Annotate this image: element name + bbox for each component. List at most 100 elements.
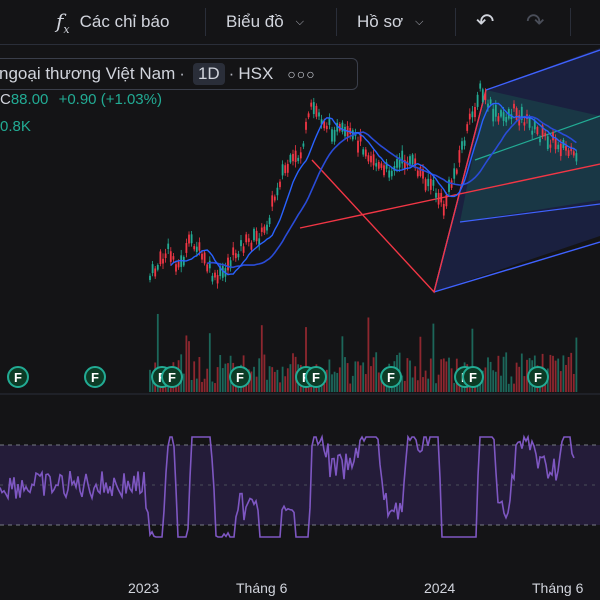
- volume-bar: [286, 368, 289, 392]
- volume-bar: [403, 380, 406, 392]
- chart-type-button[interactable]: Biểu đồ ⌵: [226, 0, 304, 44]
- candle-body: [497, 116, 500, 122]
- candle-body: [567, 150, 570, 156]
- volume-bar: [427, 378, 430, 392]
- candle-body: [297, 157, 300, 162]
- pitchfork-pivot-lines: [311, 89, 487, 294]
- candle-body: [175, 264, 177, 272]
- volume-bar: [182, 373, 185, 392]
- candle-body: [310, 102, 313, 107]
- redo-icon: ↷: [526, 9, 545, 34]
- earnings-marker[interactable]: F: [84, 366, 106, 388]
- close-value: 88.00: [10, 91, 49, 108]
- candle-body: [510, 114, 513, 120]
- event-marker-ring: [161, 366, 183, 388]
- earnings-marker[interactable]: F: [161, 366, 183, 388]
- candle-body: [393, 166, 396, 171]
- candle-body: [292, 153, 294, 162]
- volume-bar: [255, 376, 258, 392]
- candle-body: [396, 158, 398, 168]
- exchange-label: HSX: [238, 64, 274, 83]
- volume-bar: [424, 370, 427, 392]
- volume-bar: [367, 317, 370, 392]
- volume-bar: [489, 361, 492, 392]
- rsi-line: [0, 434, 575, 538]
- volume-bar: [273, 371, 276, 392]
- interval-badge[interactable]: 1D: [192, 63, 225, 85]
- chevron-down-icon: ⌵: [295, 15, 305, 28]
- candle-body: [211, 275, 214, 282]
- redo-button[interactable]: ↷: [526, 0, 544, 44]
- undo-button[interactable]: ↶: [476, 0, 494, 44]
- change-percent: (+1.03%): [100, 91, 162, 108]
- candle-body: [250, 242, 253, 250]
- volume-bar: [276, 369, 279, 392]
- volume-bar: [507, 383, 510, 392]
- candle-body: [572, 151, 575, 156]
- candle-body: [258, 238, 261, 246]
- earnings-marker[interactable]: F: [7, 366, 29, 388]
- candle-body: [455, 169, 458, 174]
- earnings-marker[interactable]: F: [380, 366, 402, 388]
- candle-body: [318, 112, 320, 117]
- candle-body: [474, 107, 476, 118]
- candle-body: [453, 168, 456, 179]
- volume-bar: [305, 327, 307, 392]
- candle-body: [440, 193, 443, 203]
- candle-body: [468, 113, 471, 120]
- candle-body: [276, 187, 279, 196]
- earnings-marker[interactable]: F: [462, 366, 484, 388]
- more-options-icon[interactable]: ○○○: [287, 66, 316, 82]
- volume-bar: [487, 357, 489, 392]
- rsi-pane[interactable]: [0, 434, 600, 538]
- volume-bar: [440, 359, 443, 392]
- volume-bar: [349, 383, 352, 392]
- indicators-button[interactable]: fx Các chỉ báo: [56, 0, 169, 44]
- candle-body: [242, 246, 245, 253]
- volume-bars: [149, 313, 578, 392]
- candle-body: [190, 234, 193, 244]
- candle-body: [188, 234, 190, 244]
- candle-body: [471, 111, 474, 118]
- candle-body: [528, 117, 531, 128]
- volume-bar: [284, 376, 287, 392]
- candle-body: [162, 258, 164, 264]
- candle-body: [539, 138, 541, 143]
- x-axis-label: Tháng 6: [532, 580, 584, 596]
- candle-body: [422, 169, 424, 179]
- volume-bar: [203, 378, 206, 392]
- toolbar-divider: [205, 8, 206, 36]
- event-markers[interactable]: FFFFFFFFFFF: [7, 366, 549, 388]
- candle-body: [435, 192, 437, 198]
- candle-body: [349, 127, 352, 134]
- candle-body: [253, 228, 255, 241]
- profile-button[interactable]: Hồ sơ ⌵: [357, 0, 423, 44]
- candle-body: [216, 275, 219, 284]
- volume-bar: [471, 328, 474, 392]
- candle-body: [336, 122, 339, 132]
- earnings-marker[interactable]: F: [305, 366, 327, 388]
- volume-bar: [401, 375, 404, 392]
- volume-bar: [416, 380, 419, 392]
- volume-bar: [375, 352, 378, 392]
- candle-body: [437, 192, 440, 205]
- earnings-marker[interactable]: F: [229, 366, 251, 388]
- volume-bar: [432, 323, 435, 392]
- volume-bar: [357, 361, 359, 392]
- volume-bar: [380, 375, 383, 392]
- candle-body: [344, 126, 346, 137]
- volume-bar: [253, 366, 255, 392]
- price-chart[interactable]: FFFFFFFFFFF: [0, 44, 600, 600]
- candle-body: [565, 145, 567, 151]
- candle-body: [221, 265, 224, 278]
- volume-bar: [195, 378, 198, 392]
- volume-bar: [370, 366, 372, 392]
- volume-bar: [406, 358, 409, 392]
- candle-body: [489, 99, 492, 104]
- symbol-legend[interactable]: ngoại thương Việt Nam · 1D · HSX ○○○: [0, 58, 358, 90]
- earnings-marker[interactable]: F: [527, 366, 549, 388]
- candle-body: [169, 251, 172, 262]
- volume-bar: [565, 364, 567, 392]
- event-marker-letter: F: [312, 370, 320, 385]
- candle-body: [227, 257, 229, 271]
